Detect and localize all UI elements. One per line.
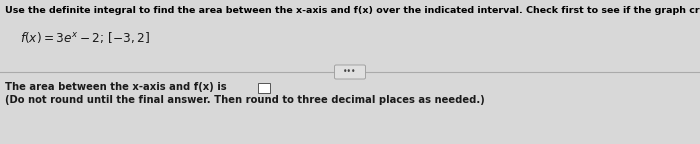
FancyBboxPatch shape: [335, 65, 365, 79]
Text: The area between the x-axis and f(x) is: The area between the x-axis and f(x) is: [5, 82, 227, 92]
Text: Use the definite integral to find the area between the x-axis and f(x) over the : Use the definite integral to find the ar…: [5, 6, 700, 15]
Text: •••: •••: [343, 68, 357, 76]
Text: $f(x)=3e^{x}-2;\,[-3,2]$: $f(x)=3e^{x}-2;\,[-3,2]$: [20, 30, 150, 45]
FancyBboxPatch shape: [258, 83, 270, 93]
Text: (Do not round until the final answer. Then round to three decimal places as need: (Do not round until the final answer. Th…: [5, 95, 484, 105]
